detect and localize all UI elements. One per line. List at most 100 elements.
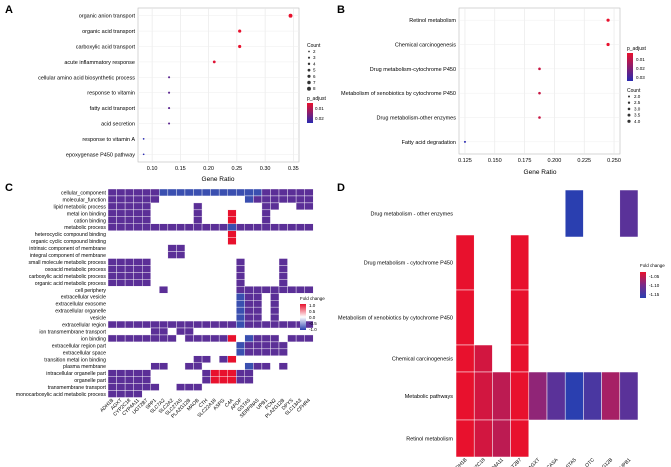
panel-b-legend: p_adjust 0.01 0.02 0.03 Count 2.02.53.0 3… <box>627 46 647 124</box>
x-tick-label: 0.225 <box>577 158 591 164</box>
heatmap-cell <box>244 362 254 370</box>
x-tick-label: 0.150 <box>488 158 502 164</box>
heatmap-cell <box>133 279 143 287</box>
legend-count-value: 3.0 <box>634 106 641 111</box>
heatmap-cell <box>193 383 203 391</box>
term-label: organic anion transport <box>79 14 136 20</box>
heatmap-cell <box>455 371 475 421</box>
legend-value: 0.0 <box>309 315 316 320</box>
term-label: monocarboxylic acid metabolic process <box>16 392 107 398</box>
heatmap-cell <box>141 334 151 343</box>
gene-label: CTH <box>198 397 210 409</box>
term-label: organic acid transport <box>82 29 135 35</box>
heatmap-cell <box>278 320 288 329</box>
heatmap-cell <box>116 195 126 204</box>
heatmap-cell <box>150 320 160 329</box>
panel-b-grid <box>459 8 620 154</box>
panel-c-row-labels: cellular_componentmolecular_functionlipi… <box>16 190 107 398</box>
term-label: small molecule metabolic process <box>28 260 106 266</box>
heatmap-cell <box>278 265 288 273</box>
heatmap-cell <box>107 369 117 377</box>
heatmap-cell <box>107 216 117 224</box>
heatmap-cell <box>236 376 246 384</box>
gene-label: C4A <box>224 397 236 409</box>
heatmap-cell <box>236 320 246 329</box>
heatmap-cell <box>184 362 194 370</box>
heatmap-cell <box>159 223 169 231</box>
heatmap-cell <box>253 313 263 322</box>
legend-count-title: Count <box>627 88 641 94</box>
term-label: transmembrane transport <box>48 385 107 391</box>
heatmap-cell <box>455 289 475 346</box>
heatmap-cell <box>184 334 194 343</box>
heatmap-cell <box>270 202 280 211</box>
heatmap-cell <box>141 376 151 384</box>
heatmap-cell <box>236 279 246 287</box>
heatmap-cell <box>270 195 280 204</box>
heatmap-cell <box>270 300 280 308</box>
heatmap-cell <box>116 334 126 343</box>
legend-count-dot <box>628 95 630 98</box>
dot <box>238 44 242 49</box>
heatmap-cell <box>133 223 143 231</box>
heatmap-cell <box>218 369 228 377</box>
heatmap-cell <box>116 279 126 287</box>
heatmap-cell <box>133 195 143 204</box>
heatmap-cell <box>253 341 263 350</box>
heatmap-cell <box>304 223 314 231</box>
heatmap-cell <box>201 223 211 231</box>
heatmap-cell <box>236 341 246 350</box>
heatmap-cell <box>287 223 297 231</box>
heatmap-cell <box>107 209 117 218</box>
legend-count-items: 2.02.53.0 3.54.0 <box>627 94 641 124</box>
term-label: epoxygenase P450 pathway <box>66 152 135 158</box>
heatmap-cell <box>227 369 237 377</box>
term-label: Fatty acid degradation <box>402 140 456 146</box>
heatmap-cell <box>124 188 134 197</box>
gene-label: UGT2B7 <box>505 457 523 467</box>
heatmap-cell <box>295 286 305 294</box>
legend-count-value: 4 <box>313 61 316 66</box>
heatmap-cell <box>141 320 151 329</box>
heatmap-cell <box>295 202 305 211</box>
term-label: carboxylic acid metabolic process <box>29 274 107 280</box>
pathway-label: Chemical carcinogenesis <box>392 357 453 363</box>
term-label: metal ion binding <box>67 211 106 217</box>
term-label: metabolic process <box>64 225 106 231</box>
gene-label: ADH1B <box>452 457 469 467</box>
heatmap-cell <box>176 251 186 259</box>
legend-value: 1.0 <box>309 303 316 308</box>
legend-p-value-1: 0.01 <box>636 57 645 62</box>
legend-count-value: 2.5 <box>634 100 641 105</box>
heatmap-cell <box>210 376 220 384</box>
heatmap-cell <box>133 383 143 391</box>
heatmap-cell <box>244 306 254 315</box>
heatmap-cell <box>253 320 263 329</box>
heatmap-cell <box>133 202 143 211</box>
gene-label: UPB1 <box>619 457 633 467</box>
heatmap-cell <box>304 188 314 197</box>
heatmap-cell <box>304 195 314 204</box>
panel-a-grid <box>138 8 299 162</box>
legend-p-value-2: 0.02 <box>315 116 324 121</box>
heatmap-cell <box>133 272 143 280</box>
heatmap-cell <box>150 327 160 336</box>
heatmap-cell <box>236 265 246 273</box>
heatmap-cell <box>473 371 493 421</box>
term-label: Drug metabolism-other enzymes <box>377 116 457 122</box>
heatmap-cell <box>270 293 280 301</box>
term-label: carboxylic acid transport <box>76 45 136 51</box>
heatmap-cell <box>107 390 117 398</box>
heatmap-cell <box>261 202 271 211</box>
legend-count-value: 6 <box>313 74 316 79</box>
heatmap-cell <box>583 371 602 421</box>
panel-a-xlabel: Gene Ratio <box>202 176 235 183</box>
term-label: response to vitamin A <box>82 137 135 143</box>
term-label: extracellular exosome <box>56 302 107 308</box>
heatmap-cell <box>193 362 203 370</box>
heatmap-cell <box>184 383 194 391</box>
term-label: cell periphery <box>75 288 106 294</box>
heatmap-cell <box>193 223 203 231</box>
heatmap-cell <box>261 188 271 197</box>
